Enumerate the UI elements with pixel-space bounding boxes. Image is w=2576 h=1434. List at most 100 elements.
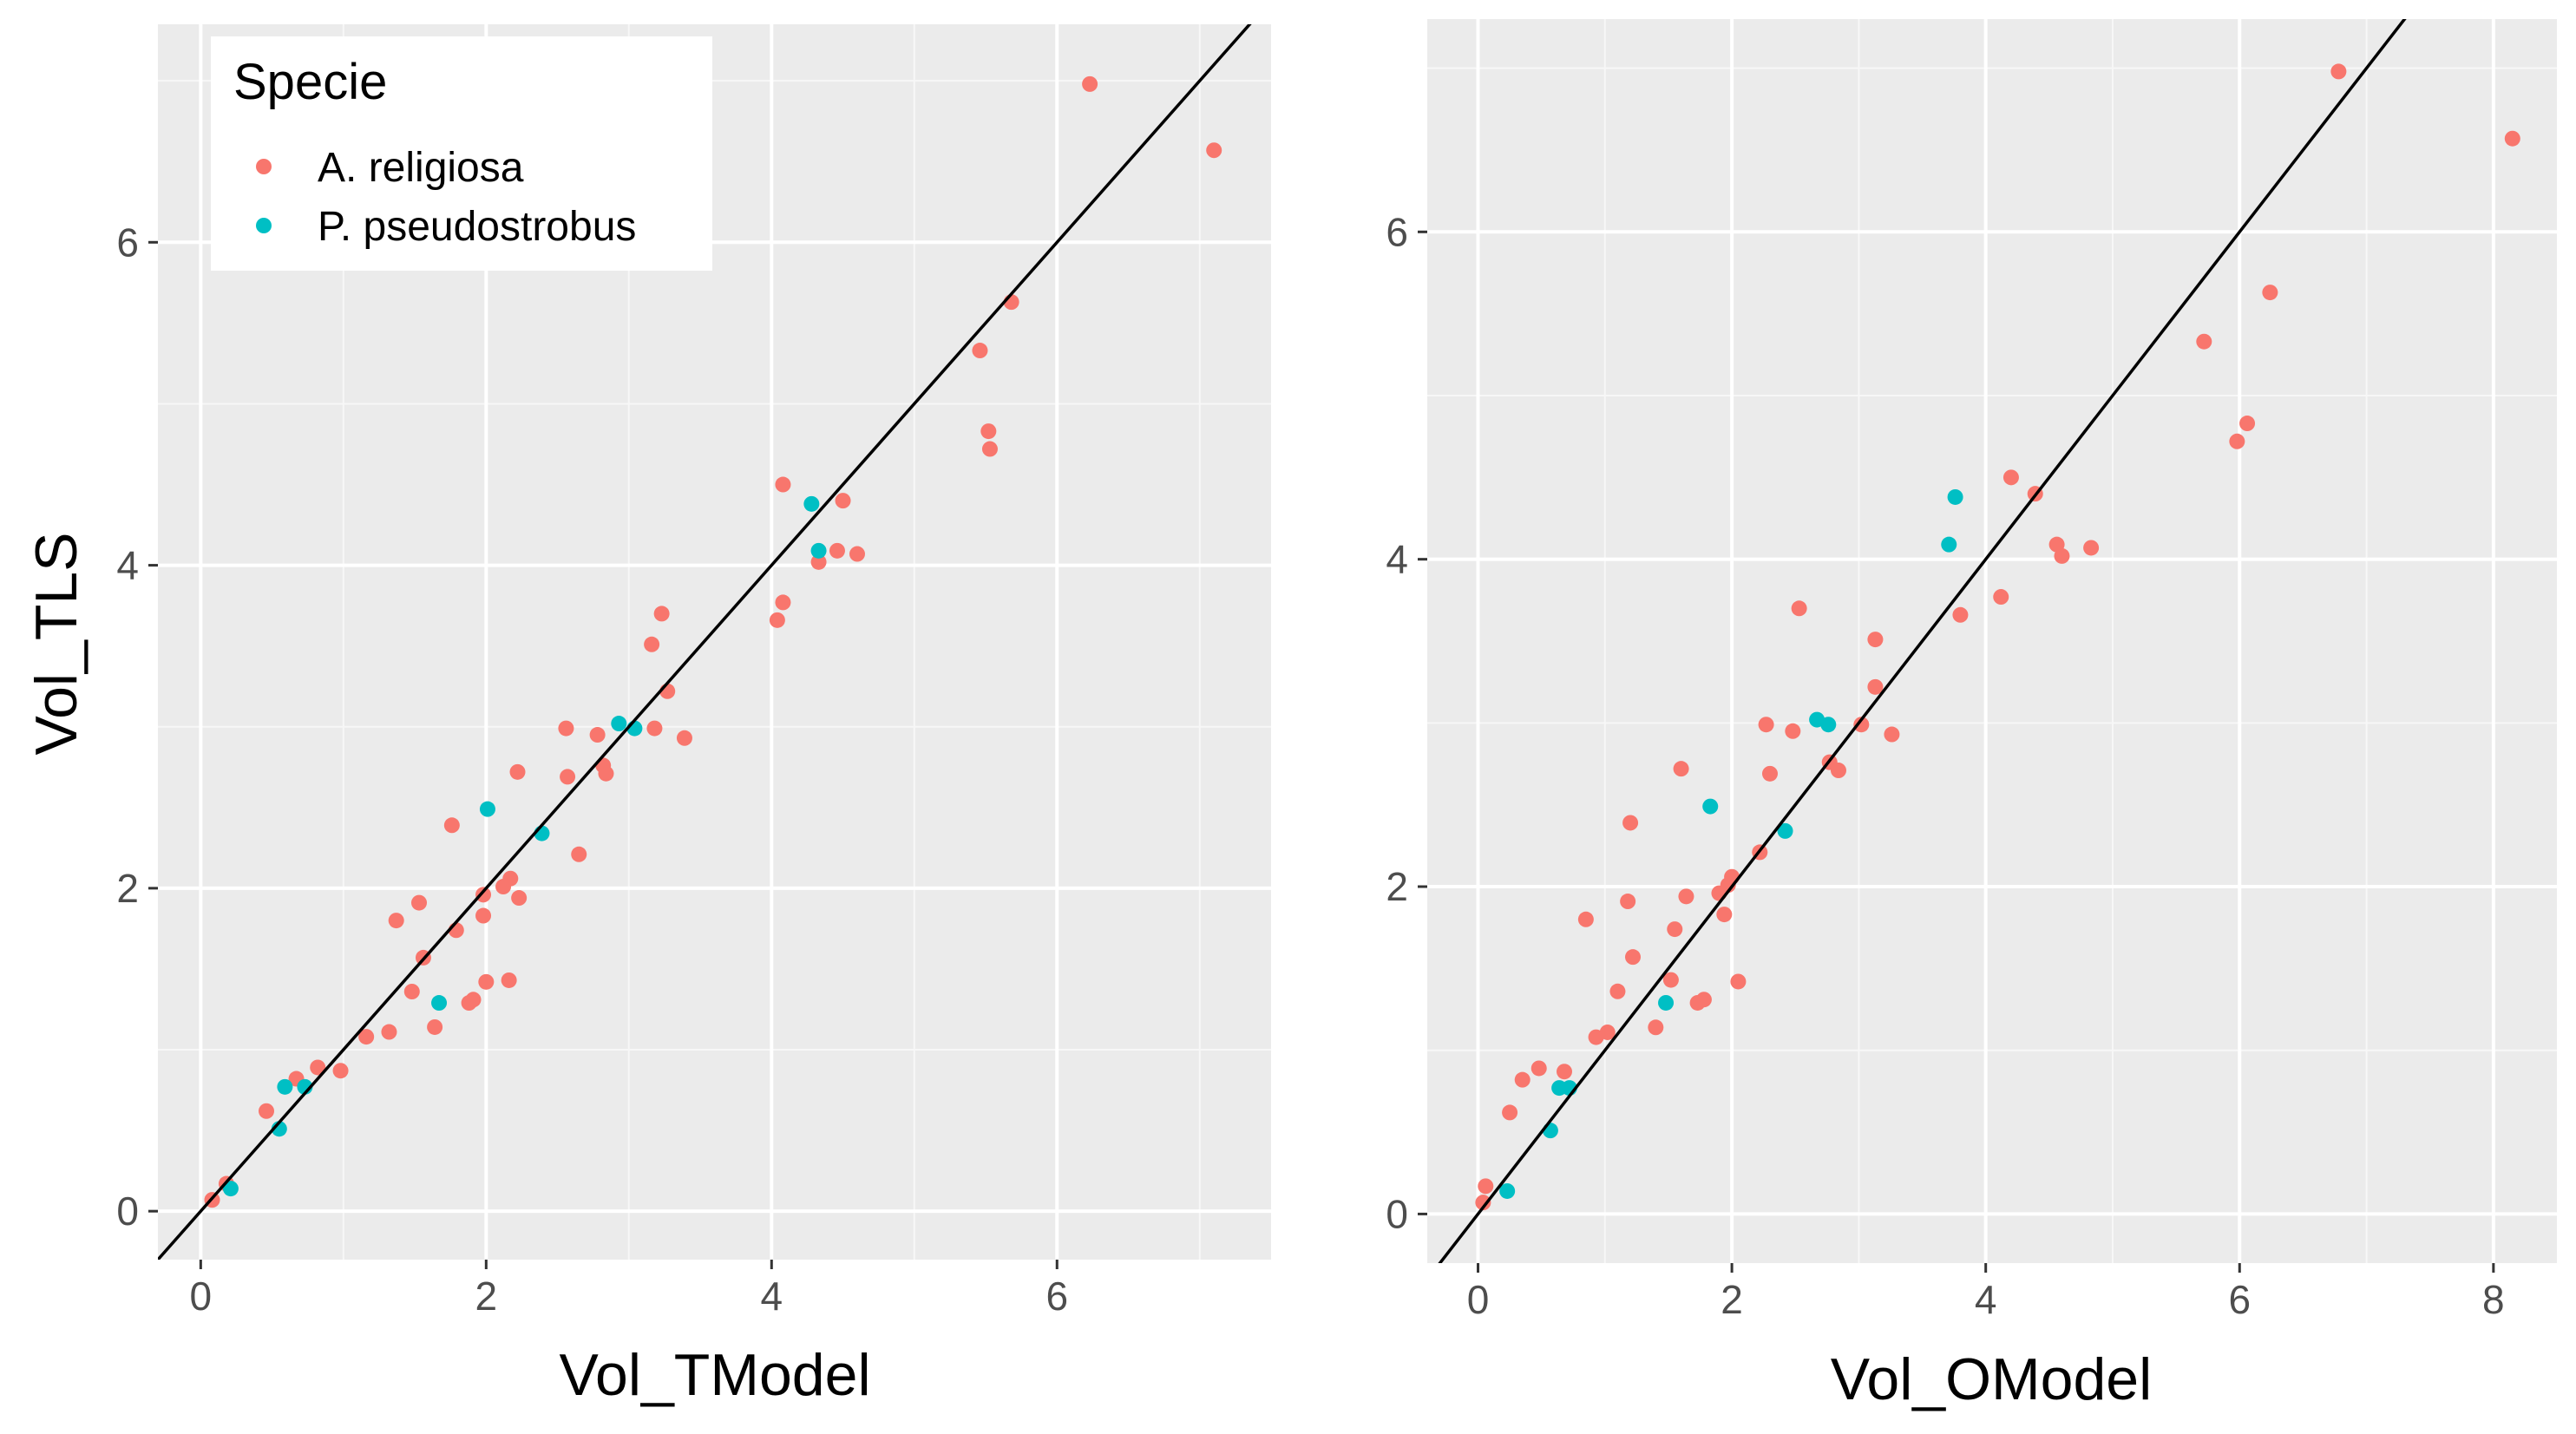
tmodel-y-tick-label: 4: [116, 543, 139, 588]
tmodel-point-p-pseudostrobus: [222, 1181, 239, 1197]
omodel-point-a-religiosa: [1791, 600, 1807, 617]
tmodel-point-a-religiosa: [465, 992, 482, 1008]
tmodel-point-a-religiosa: [829, 542, 845, 559]
tmodel-point-a-religiosa: [411, 894, 428, 911]
omodel-point-a-religiosa: [2262, 285, 2278, 301]
tmodel-point-a-religiosa: [981, 441, 998, 457]
omodel-point-a-religiosa: [1867, 678, 1884, 695]
tmodel-point-p-pseudostrobus: [431, 995, 448, 1012]
tmodel-reference-line: [158, 24, 1252, 1260]
omodel-point-a-religiosa: [1761, 765, 1778, 782]
tmodel-point-a-religiosa: [511, 890, 528, 907]
omodel-point-a-religiosa: [1502, 1104, 1518, 1121]
tmodel-point-a-religiosa: [403, 984, 420, 1000]
omodel-point-a-religiosa: [1830, 763, 1846, 779]
omodel-y-tick-label: 2: [1386, 864, 1408, 909]
tmodel-point-a-religiosa: [388, 913, 404, 929]
omodel-plot-content: [1438, 19, 2520, 1263]
omodel-point-a-religiosa: [2083, 540, 2100, 556]
tmodel-point-a-religiosa: [849, 546, 865, 562]
omodel-x-tick-label: 6: [2228, 1277, 2251, 1322]
tmodel-point-a-religiosa: [475, 907, 492, 924]
omodel-point-a-religiosa: [1952, 606, 1969, 623]
omodel-point-p-pseudostrobus: [1702, 798, 1719, 815]
tmodel-point-p-pseudostrobus: [803, 495, 820, 512]
legend: Specie A. religiosa P. pseudostrobus: [211, 36, 712, 271]
tmodel-point-a-religiosa: [501, 972, 517, 988]
omodel-point-a-religiosa: [2048, 536, 2065, 553]
panel-omodel: 0 2 4 6 8 0 2 4 6 Vol_OModel: [1386, 19, 2557, 1412]
omodel-plot-background: [1427, 19, 2557, 1263]
omodel-point-a-religiosa: [1609, 983, 1626, 999]
tmodel-point-a-religiosa: [478, 973, 495, 990]
tmodel-y-tick-label: 2: [116, 866, 139, 911]
tmodel-point-a-religiosa: [502, 870, 519, 887]
tmodel-point-a-religiosa: [598, 765, 614, 782]
tmodel-point-a-religiosa: [475, 887, 492, 903]
omodel-x-axis-title: Vol_OModel: [1831, 1346, 2152, 1412]
omodel-point-a-religiosa: [2002, 469, 2019, 486]
legend-key-1: [256, 218, 272, 233]
omodel-y-tick-label: 6: [1386, 209, 1408, 254]
legend-label-1: P. pseudostrobus: [318, 204, 636, 250]
omodel-point-a-religiosa: [1599, 1024, 1616, 1040]
omodel-point-a-religiosa: [1673, 761, 1689, 777]
omodel-point-p-pseudostrobus: [1777, 822, 1793, 839]
omodel-point-a-religiosa: [1514, 1071, 1531, 1088]
omodel-point-a-religiosa: [1853, 717, 1870, 733]
omodel-point-a-religiosa: [1993, 589, 2009, 606]
omodel-point-a-religiosa: [1478, 1178, 1494, 1195]
tmodel-point-a-religiosa: [835, 493, 851, 509]
omodel-point-a-religiosa: [1730, 973, 1747, 990]
tmodel-point-a-religiosa: [653, 606, 670, 622]
omodel-point-a-religiosa: [1695, 992, 1712, 1008]
tmodel-point-a-religiosa: [589, 727, 606, 743]
tmodel-point-p-pseudostrobus: [277, 1078, 293, 1095]
tmodel-point-a-religiosa: [558, 720, 574, 737]
tmodel-point-p-pseudostrobus: [611, 716, 627, 732]
tmodel-point-a-religiosa: [810, 553, 827, 570]
tmodel-y-tick-label: 0: [116, 1188, 139, 1234]
omodel-point-a-religiosa: [1758, 717, 1774, 733]
tmodel-point-a-religiosa: [980, 423, 997, 440]
omodel-y-tick-label: 4: [1386, 537, 1408, 582]
omodel-point-a-religiosa: [1724, 868, 1740, 885]
tmodel-point-a-religiosa: [775, 594, 791, 611]
legend-box: [211, 36, 712, 271]
tmodel-point-a-religiosa: [358, 1029, 375, 1045]
tmodel-point-a-religiosa: [310, 1059, 326, 1076]
tmodel-point-a-religiosa: [560, 769, 576, 785]
omodel-point-a-religiosa: [1624, 949, 1641, 966]
omodel-reference-line: [1438, 19, 2407, 1263]
tmodel-point-a-religiosa: [381, 1024, 397, 1040]
tmodel-point-a-religiosa: [259, 1103, 275, 1119]
tmodel-point-p-pseudostrobus: [810, 542, 827, 559]
omodel-x-tick-label: 0: [1467, 1277, 1490, 1322]
omodel-point-a-religiosa: [1531, 1060, 1547, 1077]
omodel-point-p-pseudostrobus: [1499, 1182, 1516, 1199]
tmodel-x-tick-label: 4: [760, 1274, 783, 1319]
omodel-point-a-religiosa: [2196, 333, 2212, 350]
omodel-point-a-religiosa: [1556, 1064, 1572, 1080]
omodel-point-a-religiosa: [2229, 433, 2245, 449]
tmodel-point-p-pseudostrobus: [479, 801, 495, 817]
omodel-point-a-religiosa: [1648, 1019, 1664, 1036]
legend-key-0: [256, 159, 272, 174]
tmodel-point-a-religiosa: [972, 343, 988, 359]
tmodel-x-tick-label: 2: [475, 1274, 498, 1319]
omodel-point-a-religiosa: [1867, 632, 1884, 648]
omodel-point-a-religiosa: [2330, 63, 2347, 80]
omodel-x-tick-label: 4: [1975, 1277, 1997, 1322]
tmodel-point-a-religiosa: [676, 730, 692, 746]
tmodel-point-a-religiosa: [1082, 75, 1098, 92]
omodel-point-a-religiosa: [1475, 1195, 1491, 1211]
omodel-point-a-religiosa: [1884, 726, 1900, 743]
omodel-y-tick-label: 0: [1386, 1191, 1408, 1236]
tmodel-point-a-religiosa: [646, 720, 663, 737]
omodel-point-a-religiosa: [1785, 723, 1801, 739]
omodel-point-p-pseudostrobus: [1947, 488, 1963, 505]
panel-tmodel: 0 2 4 6 0 2 4 6 Vol_TModel Vol_TLS Specie A. religi…: [23, 24, 1271, 1408]
omodel-point-a-religiosa: [1678, 888, 1694, 905]
tmodel-point-a-religiosa: [509, 763, 526, 780]
